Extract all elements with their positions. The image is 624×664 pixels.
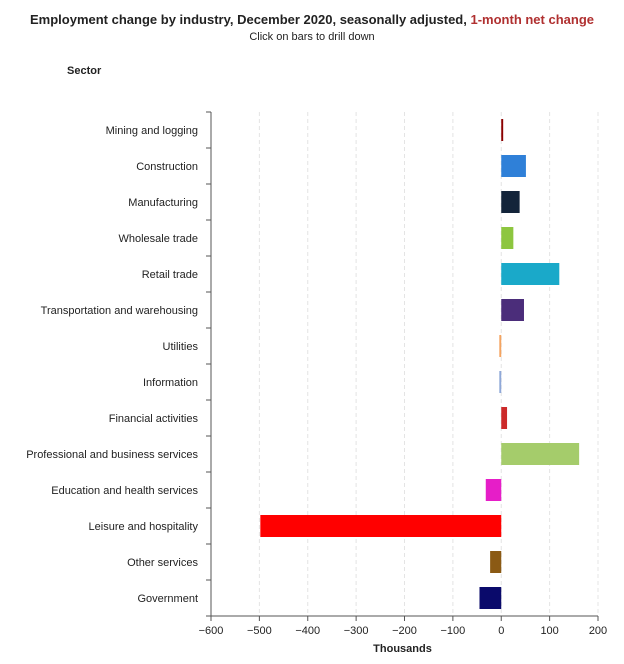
bar: [501, 191, 520, 213]
x-tick-label: 0: [498, 625, 504, 637]
x-tick-label: −300: [344, 625, 369, 637]
category-label: Financial activities: [109, 413, 199, 425]
category-label: Information: [143, 377, 198, 389]
bar: [490, 551, 502, 573]
bar: [501, 299, 524, 321]
category-label: Utilities: [163, 341, 199, 353]
category-label: Transportation and warehousing: [41, 305, 198, 317]
bar: [499, 335, 502, 357]
chart-title-main: Employment change by industry, December …: [30, 12, 467, 27]
bar: [479, 587, 502, 609]
x-axis: −600 −500 −400 −300 −200 −100 0 100 200 Thousands: [199, 615, 607, 655]
chart-title: Employment change by industry, December …: [0, 12, 624, 27]
grid-lines: [210, 112, 599, 616]
bar: [501, 443, 580, 465]
bar: [501, 155, 526, 177]
chart-title-highlight: 1-month net change: [470, 12, 594, 27]
category-label: Retail trade: [142, 269, 198, 281]
x-tick-label: 100: [540, 625, 558, 637]
sector-axis-header: Sector: [67, 65, 102, 77]
bar: [485, 479, 502, 501]
bar: [260, 515, 502, 537]
bar: [501, 407, 508, 429]
x-tick-label: 200: [589, 625, 607, 637]
x-tick-label: −100: [440, 625, 465, 637]
chart-subtitle: Click on bars to drill down: [249, 31, 375, 43]
x-tick-label: −200: [392, 625, 417, 637]
x-tick-label: −400: [295, 625, 320, 637]
category-label: Education and health services: [51, 485, 198, 497]
category-label: Leisure and hospitality: [89, 521, 199, 533]
category-label: Manufacturing: [128, 197, 198, 209]
category-label: Mining and logging: [106, 125, 198, 137]
x-axis-label: Thousands: [373, 643, 432, 655]
bar: [501, 119, 504, 141]
bar: [501, 263, 560, 285]
category-label: Government: [137, 593, 198, 605]
category-label: Professional and business services: [26, 449, 198, 461]
category-label: Construction: [136, 161, 198, 173]
category-labels: Mining and logging Construction Manufactur…: [26, 111, 212, 617]
bars: [260, 119, 580, 609]
bar: [499, 371, 502, 393]
x-tick-label: −600: [199, 625, 224, 637]
chart-title-block: Employment change by industry, December …: [0, 12, 624, 43]
x-tick-label: −500: [247, 625, 272, 637]
bar: [501, 227, 514, 249]
category-label: Wholesale trade: [119, 233, 199, 245]
category-label: Other services: [127, 557, 198, 569]
